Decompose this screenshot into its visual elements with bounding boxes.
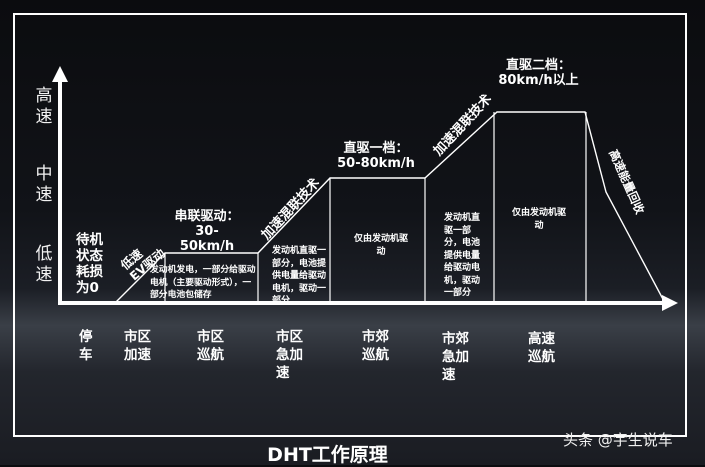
y-label-high: 高速 bbox=[35, 86, 53, 127]
direct-drive-2-desc: 仅由发动机驱动 bbox=[511, 208, 566, 231]
y-label-low: 低速 bbox=[35, 244, 53, 285]
stage-city-cruise: 市区巡航 bbox=[197, 329, 224, 363]
diagram-frame bbox=[13, 13, 687, 437]
y-label-mid: 中速 bbox=[35, 164, 53, 205]
stage-highway-cruise: 高速巡航 bbox=[528, 331, 555, 365]
stage-suburb-hard-accel: 市郊急加速 bbox=[442, 331, 469, 383]
series-drive-desc: 发动机发电，一部分给驱动电机（主要驱动形式），一部分电池包储存 bbox=[150, 265, 256, 300]
stage-city-hard-accel: 市区急加速 bbox=[276, 329, 303, 381]
accel-hybrid-desc-2: 发动机直驱一部分，电池提供电量给驱动电机，驱动一部分 bbox=[444, 213, 481, 298]
direct-drive-1-desc: 仅由发动机驱动 bbox=[353, 234, 408, 257]
accel-hybrid-desc-1: 发动机直驱一部分，电池提供电量给驱动电机，驱动一部分 bbox=[272, 246, 327, 306]
y-axis-arrow-icon bbox=[52, 66, 68, 82]
stage-suburb-cruise: 市郊巡航 bbox=[362, 329, 389, 363]
direct-drive-2-title: 直驱二档： 80km/h以上 bbox=[498, 58, 579, 88]
series-drive-title: 串联驱动： 30- 50km/h bbox=[174, 209, 240, 254]
stage-stop: 停车 bbox=[79, 329, 93, 363]
x-axis-arrow-icon bbox=[662, 295, 678, 311]
page-title: DHT工作原理 bbox=[267, 444, 388, 466]
stage-city-accel: 市区加速 bbox=[124, 329, 151, 363]
direct-drive-1-title: 直驱一档： 50-80km/h bbox=[337, 141, 415, 171]
standby-label: 待机 状态 耗损 为0 bbox=[76, 232, 103, 296]
watermark: 头条 @宇生说车 bbox=[563, 431, 673, 449]
